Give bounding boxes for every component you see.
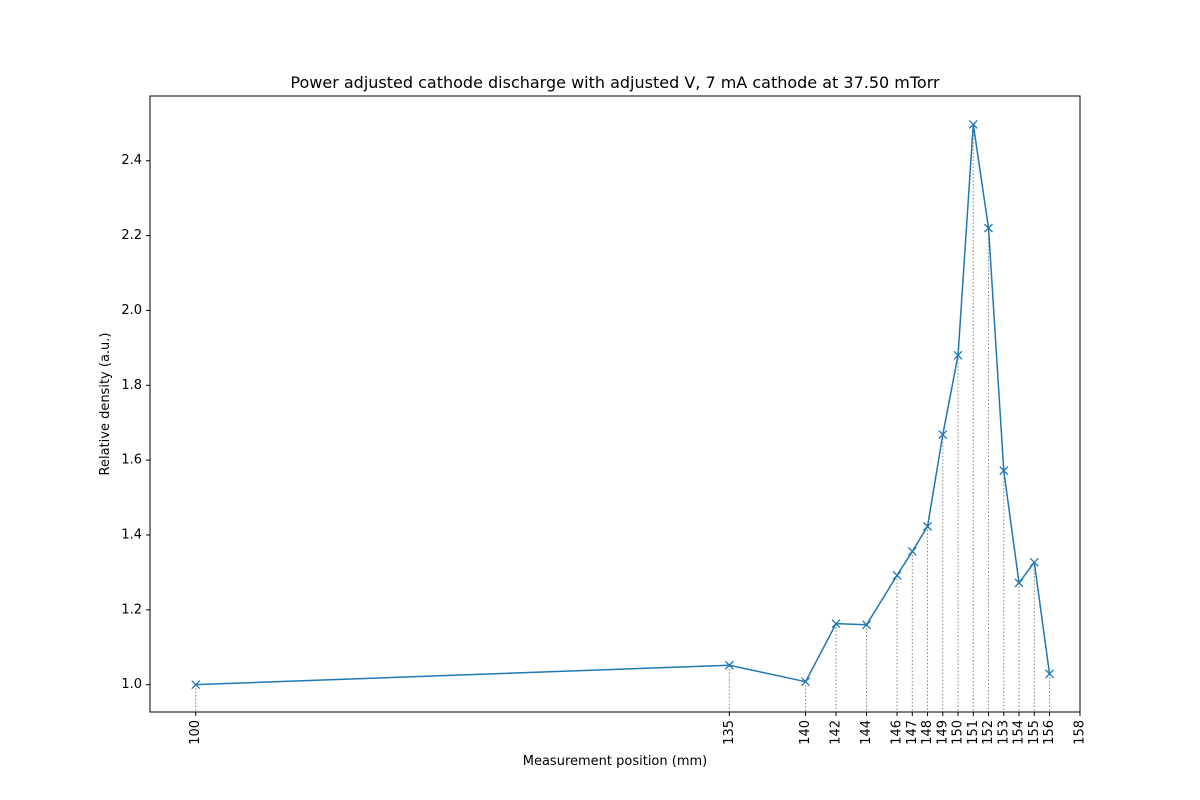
x-tick-label: 155: [1027, 720, 1042, 745]
x-axis-label: Measurement position (mm): [523, 754, 707, 769]
x-tick-label: 148: [920, 720, 935, 745]
y-tick-label: 1.8: [121, 378, 142, 393]
marker-stroke: [1014, 578, 1024, 588]
marker-stroke: [862, 620, 872, 630]
y-tick-label: 2.4: [121, 153, 142, 168]
marker-stroke: [191, 680, 201, 690]
x-tick-label: 152: [981, 720, 996, 745]
marker-stroke: [724, 660, 734, 670]
x-tick-label: 153: [996, 720, 1011, 745]
data-point-marker: [907, 546, 917, 556]
y-axis-label: Relative density (a.u.): [98, 333, 113, 476]
data-point-marker: [801, 677, 811, 687]
y-tick-label: 1.6: [121, 453, 142, 468]
marker-stroke: [831, 619, 841, 629]
series-markers: [191, 119, 1054, 690]
y-tick-label: 1.2: [121, 602, 142, 617]
x-tick-label: 144: [859, 720, 874, 745]
y-tick-label: 1.4: [121, 527, 142, 542]
y-axis: 1.0 1.2 1.4 1.6 1.8 2.0 2.2 2.4: [121, 153, 150, 692]
x-tick-label: 146: [890, 720, 905, 745]
marker-stroke: [999, 466, 1009, 476]
marker-stroke: [801, 677, 811, 687]
marker-stroke: [968, 119, 978, 129]
marker-stroke: [938, 430, 948, 440]
marker-stroke: [1045, 669, 1054, 679]
x-tick-label: 154: [1012, 720, 1027, 745]
y-tick-label: 2.2: [121, 228, 142, 243]
data-point-marker: [1029, 557, 1039, 567]
marker-stroke: [907, 546, 917, 556]
data-point-marker: [923, 521, 933, 531]
data-point-marker: [862, 620, 872, 630]
marker-stroke: [892, 570, 902, 580]
x-axis: 100 135 140 142 144 146 147 148 149 150 151 152 153 1…: [188, 712, 1088, 745]
x-tick-label: 140: [798, 720, 813, 745]
marker-stroke: [984, 223, 993, 233]
plot-area-frame: [149, 95, 1081, 713]
data-point-marker: [984, 223, 993, 233]
data-point-marker: [831, 619, 841, 629]
x-tick-label: 156: [1042, 720, 1057, 745]
data-point-marker: [191, 680, 201, 690]
x-tick-label: 149: [935, 720, 950, 745]
y-tick-label: 2.0: [121, 303, 142, 318]
data-point-marker: [1045, 669, 1054, 679]
marker-stroke: [923, 521, 933, 531]
y-tick-label: 1.0: [121, 677, 142, 692]
data-point-marker: [724, 660, 734, 670]
x-tick-label: 135: [722, 720, 737, 745]
x-tick-label: 100: [188, 720, 203, 745]
x-tick-label: 151: [966, 720, 981, 745]
data-point-marker: [892, 570, 902, 580]
x-tick-label: 150: [951, 720, 966, 745]
x-tick-label: 142: [829, 720, 844, 745]
series-lines: [195, 123, 1051, 686]
x-tick-label: 147: [905, 720, 920, 745]
marker-stroke: [953, 350, 963, 360]
data-point-marker: [938, 430, 948, 440]
series-line: [195, 123, 1051, 686]
data-point-marker: [968, 119, 978, 129]
chart-title: Power adjusted cathode discharge with ad…: [290, 73, 940, 92]
data-point-marker: [1014, 578, 1024, 588]
data-point-marker: [999, 466, 1009, 476]
x-tick-label: 158: [1073, 720, 1088, 745]
marker-stroke: [1029, 557, 1039, 567]
data-point-marker: [953, 350, 963, 360]
drop-lines: [195, 124, 1051, 712]
